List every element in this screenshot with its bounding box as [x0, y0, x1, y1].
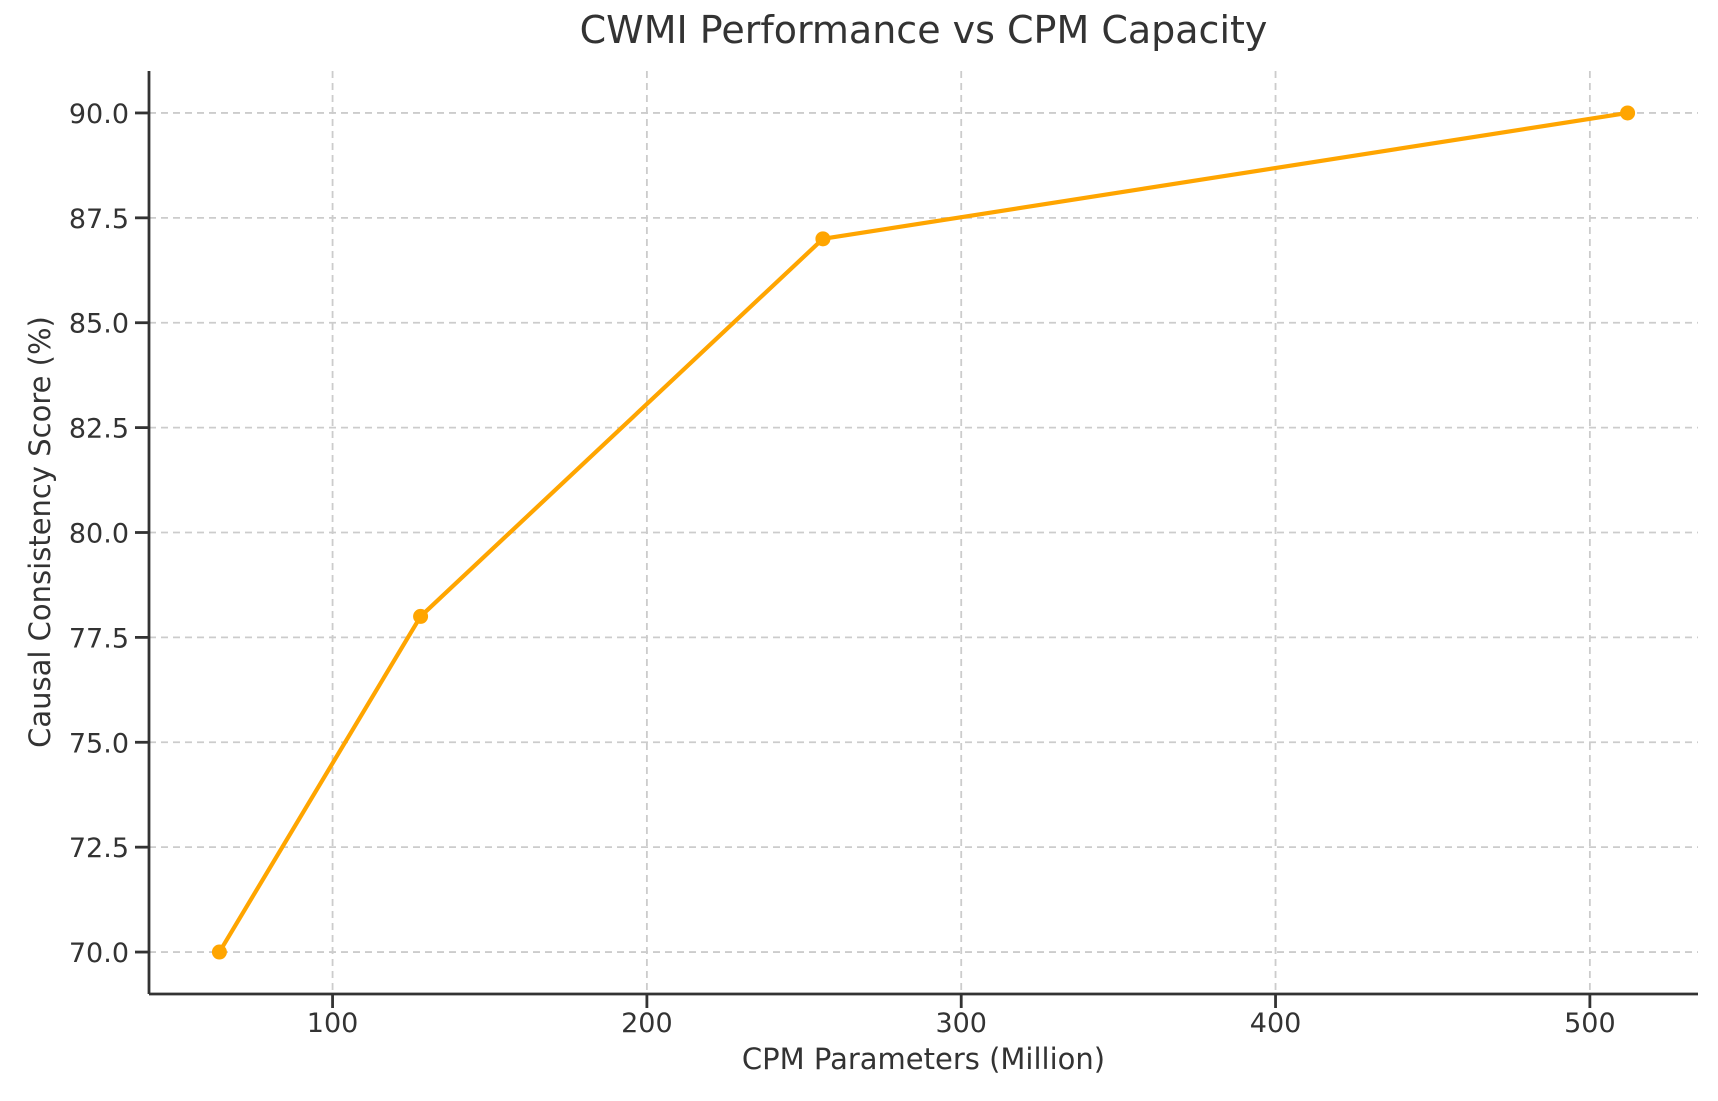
y-tick-label: 75.0 [69, 728, 129, 759]
chart-title: CWMI Performance vs CPM Capacity [579, 8, 1268, 52]
y-tick-label: 77.5 [69, 623, 129, 654]
data-point-marker [211, 944, 227, 960]
x-tick-label: 400 [1250, 1008, 1302, 1039]
y-tick-label: 80.0 [69, 519, 129, 550]
x-tick-label: 500 [1564, 1008, 1616, 1039]
y-tick-label: 85.0 [69, 309, 129, 340]
y-tick-label: 72.5 [69, 833, 129, 864]
y-tick-label: 87.5 [69, 204, 129, 235]
x-tick-label: 200 [621, 1008, 673, 1039]
x-tick-label: 300 [935, 1008, 987, 1039]
data-point-marker [413, 608, 429, 624]
y-tick-label: 82.5 [69, 414, 129, 445]
data-point-marker [1620, 105, 1636, 121]
y-tick-label: 70.0 [69, 938, 129, 969]
data-point-marker [815, 231, 831, 247]
x-tick-label: 100 [307, 1008, 359, 1039]
data-line [217, 110, 1630, 955]
y-tick-label: 90.0 [69, 99, 129, 130]
x-axis-label: CPM Parameters (Million) [741, 1042, 1106, 1076]
